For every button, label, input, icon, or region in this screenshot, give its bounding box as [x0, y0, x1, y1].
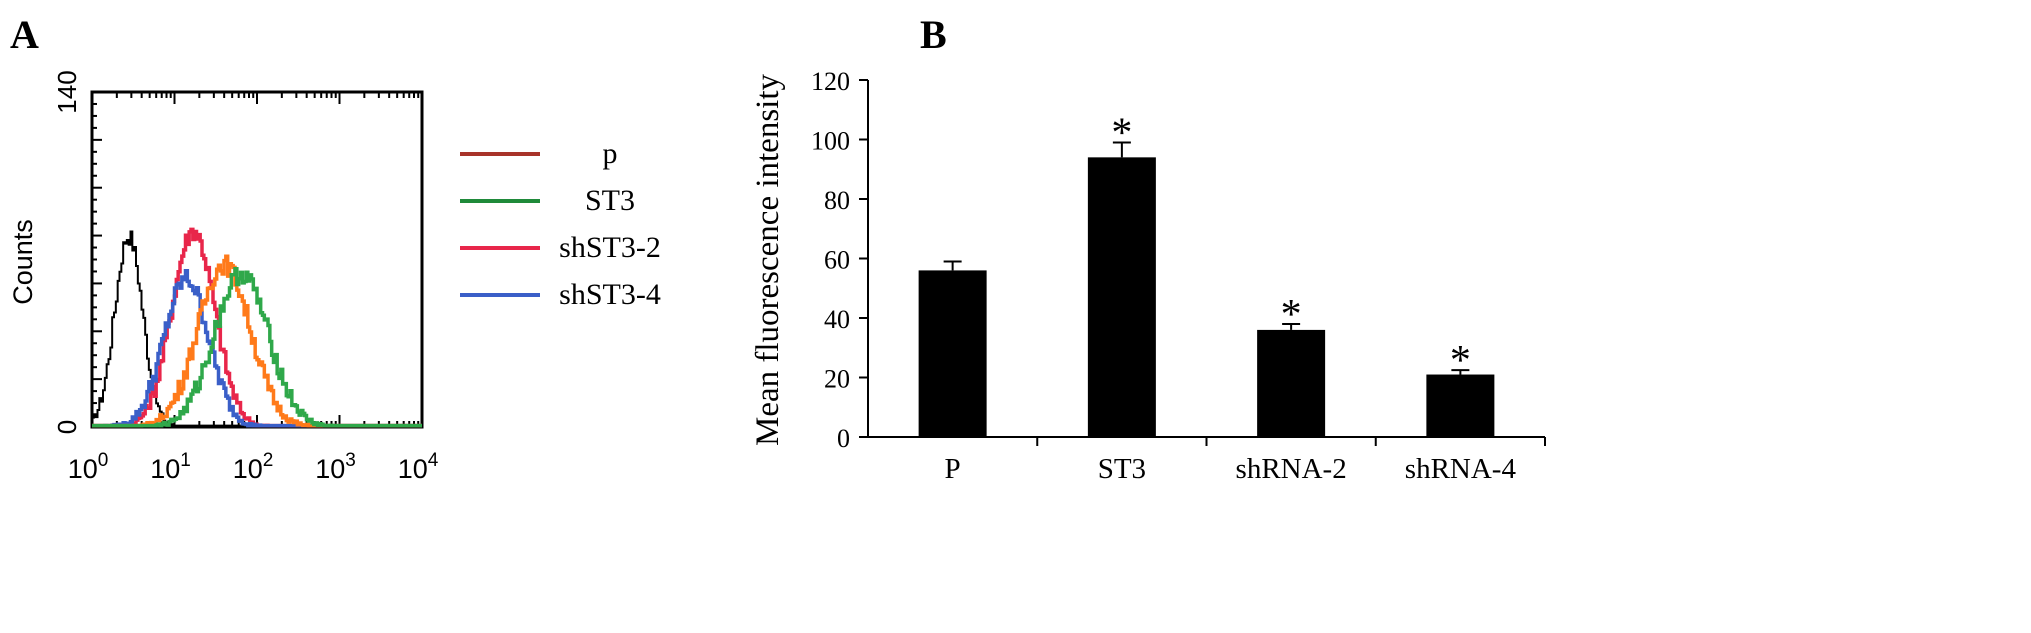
- bar-y-tick-label: 100: [811, 127, 850, 156]
- histogram-x-tick-exponent: 4: [428, 450, 439, 471]
- bar: [1257, 329, 1326, 437]
- histogram-y-tick-label: 140: [52, 70, 82, 113]
- significance-marker: *: [1111, 110, 1132, 156]
- bar-y-tick-label: 80: [824, 186, 850, 215]
- histogram-x-tick-base: 10: [150, 454, 180, 484]
- histogram-series-line: [92, 266, 422, 428]
- bar-y-tick-label: 40: [824, 305, 850, 334]
- bar-chart: Mean fluorescence intensity 0 20 40 60 80 100…: [750, 67, 1546, 485]
- histogram-x-tick-labels: 100 101 102 103 104: [68, 450, 439, 484]
- histogram-series-group: [92, 227, 422, 428]
- histogram-plot-frame: [90, 90, 424, 429]
- significance-marker: *: [1281, 292, 1302, 338]
- histogram-y-tick-label: 0: [52, 420, 82, 434]
- histogram-x-tick-exponent: 3: [345, 450, 356, 471]
- histogram-x-tick-label: 101: [150, 450, 191, 484]
- histogram-series-line: [92, 230, 422, 427]
- bar: [918, 270, 987, 437]
- bar: [1426, 374, 1495, 437]
- histogram-x-tick-label: 100: [68, 450, 109, 484]
- bar-y-tick-label: 20: [824, 365, 850, 394]
- bar-y-tick-label: 0: [837, 424, 850, 453]
- legend-label: shST3-2: [559, 231, 661, 264]
- histogram-x-tick-label: 104: [398, 450, 439, 484]
- histogram-series-line: [92, 254, 422, 428]
- bar: [1087, 157, 1156, 437]
- panel-b-label: B: [920, 12, 947, 57]
- histogram-legend: p ST3 shST3-2 shST3-4: [460, 137, 661, 311]
- bar-x-tick-label: P: [945, 453, 961, 485]
- bar-y-tick-label: 60: [824, 246, 850, 275]
- bar-x-tick-label: shRNA-4: [1405, 453, 1517, 485]
- bar-x-tick-label: shRNA-2: [1236, 453, 1347, 485]
- histogram-x-tick-exponent: 1: [180, 450, 191, 471]
- histogram-x-tick-base: 10: [315, 454, 345, 484]
- legend-label: ST3: [585, 184, 635, 217]
- histogram-x-tick-base: 10: [398, 454, 428, 484]
- histogram-x-tick-exponent: 2: [263, 450, 274, 471]
- bar-y-tick-label: 120: [811, 67, 850, 96]
- histogram-x-tick-base: 10: [68, 454, 98, 484]
- histogram-ticks: [91, 91, 420, 428]
- legend-label: p: [603, 137, 618, 170]
- legend-label: shST3-4: [559, 278, 661, 311]
- histogram-y-axis-label: Counts: [8, 219, 38, 305]
- panel-a-label: A: [10, 12, 39, 57]
- histogram-y-tick-labels: 0 140: [52, 70, 82, 434]
- histogram-x-tick-label: 103: [315, 450, 356, 484]
- histogram-x-tick-label: 102: [233, 450, 274, 484]
- histogram-x-tick-exponent: 0: [98, 450, 109, 471]
- significance-marker: *: [1450, 338, 1471, 384]
- histogram-x-tick-base: 10: [233, 454, 263, 484]
- bar-x-tick-label: ST3: [1098, 453, 1146, 485]
- bar-series: * * *: [918, 110, 1495, 437]
- bar-x-tick-labels: P ST3 shRNA-2 shRNA-4: [945, 437, 1546, 485]
- bar-y-ticks: 0 20 40 60 80 100 120: [811, 67, 868, 453]
- histogram-series-line: [92, 227, 422, 428]
- bar-y-axis-label: Mean fluorescence intensity: [750, 73, 786, 446]
